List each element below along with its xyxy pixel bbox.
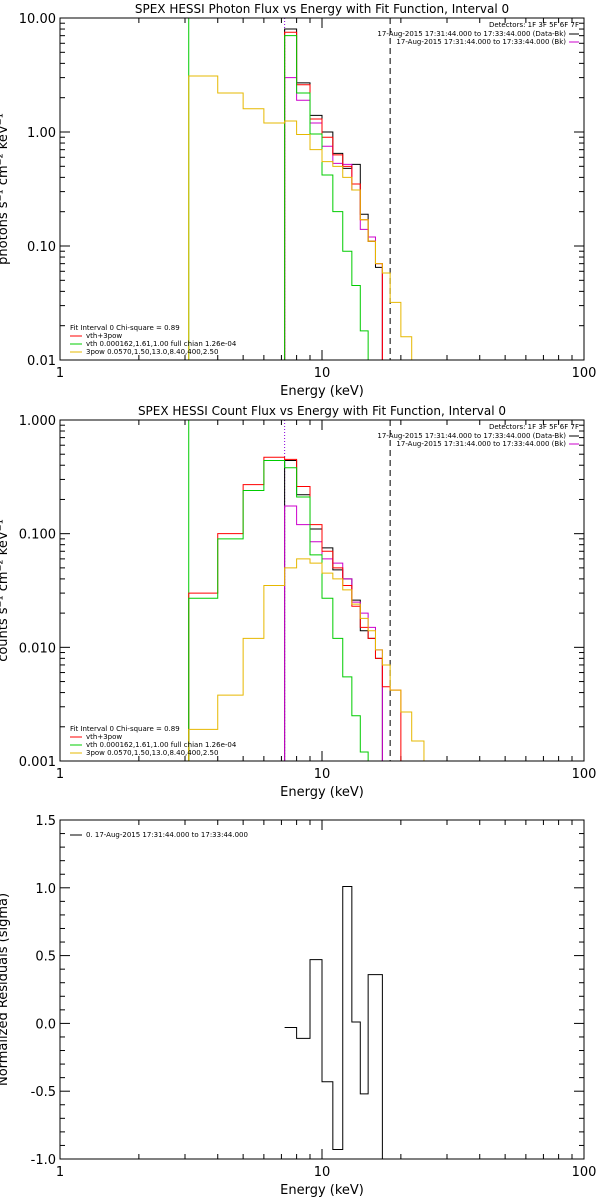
x-axis-ticks [59, 18, 585, 360]
y-axis-label: counts s⁻¹ cm⁻² keV⁻¹ [0, 519, 11, 662]
y-tick-label: 0.5 [35, 950, 56, 965]
fit-legend-entry: vth 0.000162,1.61,1.00 full chian 1.26e-… [86, 741, 237, 749]
y-tick-label: 1.5 [35, 814, 56, 829]
x-axis-label: Energy (keV) [280, 785, 364, 800]
y-tick-label: 0.10 [27, 240, 56, 255]
series-line-1 [284, 885, 383, 1159]
x-axis-label: Energy (keV) [280, 1183, 364, 1198]
chart-panel-1: SPEX HESSI Photon Flux vs Energy with Fi… [0, 2, 596, 399]
chart-panel-2: SPEX HESSI Count Flux vs Energy with Fit… [0, 404, 596, 800]
x-tick-label: 1 [56, 366, 64, 381]
series-line-5 [188, 75, 424, 360]
x-tick-label: 1 [56, 1165, 64, 1180]
chart-title: SPEX HESSI Photon Flux vs Energy with Fi… [135, 2, 509, 16]
series-line-1 [284, 28, 383, 360]
x-tick-label: 10 [314, 1165, 331, 1180]
legend-right-entry: 17-Aug-2015 17:31:44.000 to 17:33:44.000… [396, 38, 566, 46]
legend-right-entry: 17-Aug-2015 17:31:44.000 to 17:33:44.000… [377, 30, 566, 38]
legend-right-entry: 17-Aug-2015 17:31:44.000 to 17:33:44.000… [396, 440, 566, 448]
plot-frame [59, 419, 585, 762]
series-line-3 [284, 31, 383, 360]
series-line-1 [284, 460, 383, 761]
plot-area [188, 18, 424, 360]
x-tick-label: 100 [572, 767, 597, 782]
series-line-5 [188, 558, 425, 761]
residual-legend-entry: 0. 17-Aug-2015 17:31:44.000 to 17:33:44.… [86, 831, 248, 839]
y-tick-label: 1.0 [35, 882, 56, 897]
plot-area [188, 420, 425, 761]
plot-frame [59, 819, 585, 1160]
series-line-4 [188, 460, 391, 761]
y-tick-label: 1.00 [27, 126, 56, 141]
y-axis-ticks [60, 17, 584, 361]
y-tick-label: 0.01 [27, 354, 56, 369]
fit-legend-entry: vth+3pow [86, 733, 122, 741]
y-tick-label: 10.00 [19, 12, 56, 27]
y-tick-label: 0.0 [35, 1017, 56, 1032]
y-axis-label: photons s⁻¹ cm⁻² keV⁻¹ [0, 113, 11, 265]
plot-frame [59, 17, 585, 361]
x-tick-label: 10 [314, 767, 331, 782]
y-tick-label: 1.000 [19, 414, 56, 429]
y-tick-label: 0.001 [19, 755, 56, 770]
fit-legend-entry: vth 0.000162,1.61,1.00 full chian 1.26e-… [86, 340, 237, 348]
y-tick-label: 0.010 [19, 641, 56, 656]
x-tick-label: 10 [314, 366, 331, 381]
y-tick-label: 0.100 [19, 528, 56, 543]
series-line-3 [188, 456, 402, 761]
legend-right-entry: 17-Aug-2015 17:31:44.000 to 17:33:44.000… [377, 432, 566, 440]
series-line-4 [284, 35, 383, 360]
fit-legend-header: Fit Interval 0 Chi-square = 0.89 [70, 725, 180, 733]
x-tick-label: 1 [56, 767, 64, 782]
fit-legend-header: Fit Interval 0 Chi-square = 0.89 [70, 324, 180, 332]
x-tick-label: 100 [572, 366, 597, 381]
chart-title: SPEX HESSI Count Flux vs Energy with Fit… [138, 404, 506, 418]
chart-panel-3: 1 10 100 -1.0 -0.5 0.0 0.5 1.0 1.5 Energy (keV) No… [0, 814, 596, 1198]
y-axis-label: Normalized Residuals (sigma) [0, 893, 11, 1086]
detectors-label: Detectors: 1F 3F 5F 6F 7F [489, 21, 579, 29]
detectors-label: Detectors: 1F 3F 5F 6F 7F [489, 423, 579, 431]
x-axis-label: Energy (keV) [280, 384, 364, 399]
fit-legend-entry: 3pow 0.0570,1.50,13.0,8.40,400,2.50 [86, 348, 218, 356]
fit-legend-entry: 3pow 0.0570,1.50,13.0,8.40,400,2.50 [86, 749, 218, 757]
fit-legend-entry: vth+3pow [86, 332, 122, 340]
x-axis-ticks [59, 820, 585, 1159]
x-tick-label: 100 [572, 1165, 597, 1180]
y-tick-label: -0.5 [31, 1085, 56, 1100]
y-tick-label: -1.0 [31, 1153, 56, 1168]
plot-area [284, 885, 383, 1159]
